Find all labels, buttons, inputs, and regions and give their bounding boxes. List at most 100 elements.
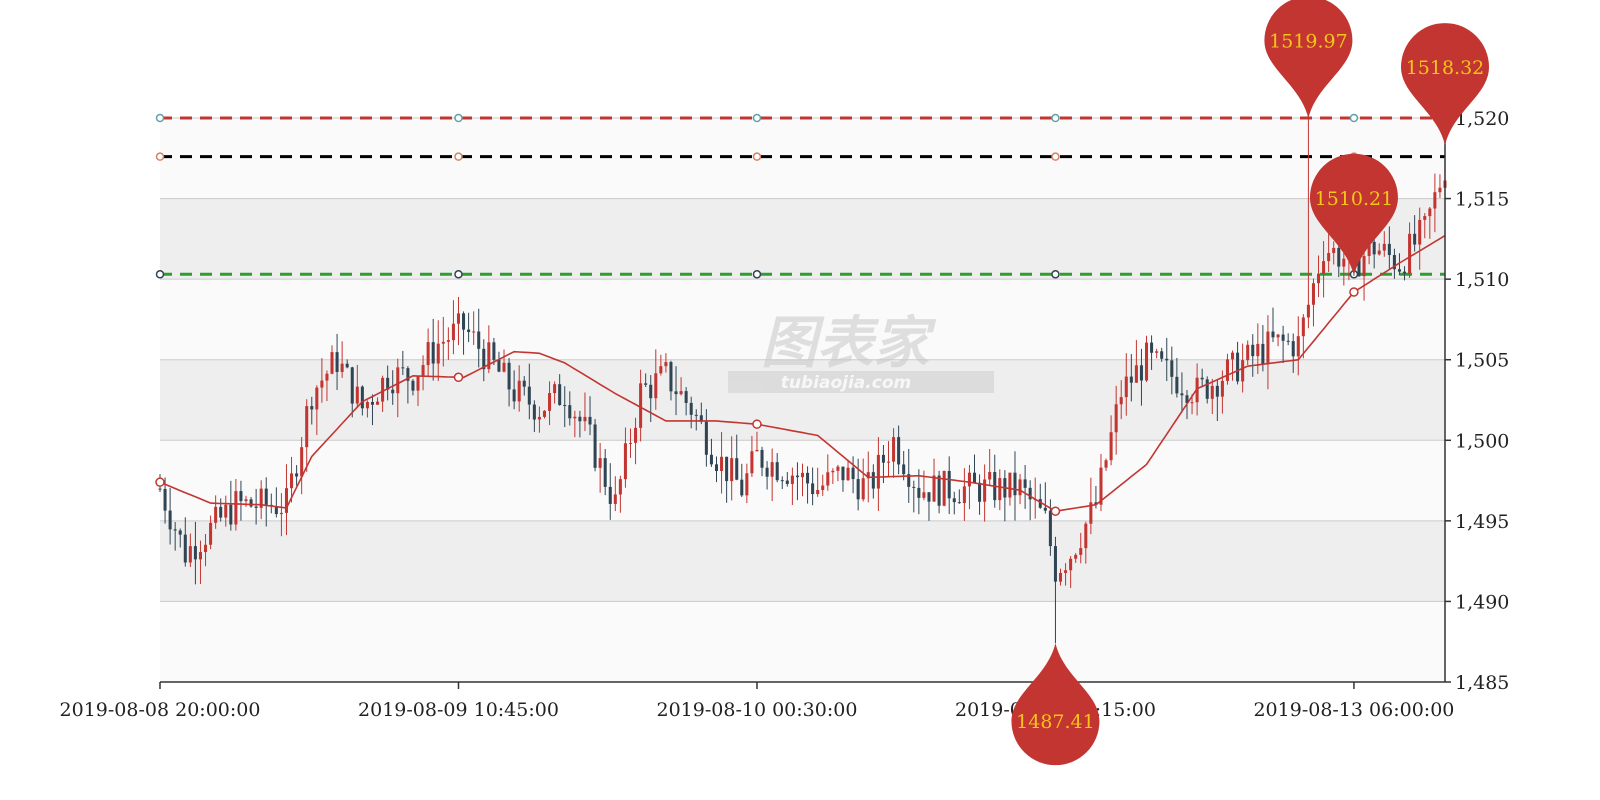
candle-body bbox=[1337, 247, 1341, 267]
mark-line-dot bbox=[155, 270, 165, 279]
mark-line-dot bbox=[752, 113, 762, 123]
candle-body bbox=[725, 456, 729, 482]
candle-body bbox=[1139, 365, 1143, 381]
candle-body bbox=[907, 474, 911, 487]
candle-body bbox=[1114, 404, 1118, 433]
candle-body bbox=[861, 478, 865, 500]
x-tick-label: 2019-08-13 06:00:00 bbox=[1253, 699, 1454, 721]
candle-body bbox=[866, 472, 870, 479]
moving-average-dot bbox=[1349, 287, 1359, 297]
candle-body bbox=[831, 470, 835, 473]
y-tick-label: 1,505 bbox=[1455, 350, 1509, 372]
watermark-sub: tubiaojia.com bbox=[781, 373, 911, 393]
candle-body bbox=[209, 522, 213, 545]
candle-body bbox=[735, 458, 739, 480]
y-tick-label: 1,515 bbox=[1455, 189, 1509, 211]
candle-body bbox=[1403, 271, 1407, 274]
candle-body bbox=[512, 389, 516, 402]
y-tick-label: 1,520 bbox=[1455, 108, 1509, 130]
x-tick-label: 2019-08-09 10:45:00 bbox=[358, 699, 559, 721]
candle-body bbox=[229, 504, 233, 525]
candle-body bbox=[1205, 379, 1209, 399]
candle-body bbox=[431, 342, 435, 364]
y-tick-label: 1,500 bbox=[1455, 430, 1509, 452]
candle-body bbox=[957, 502, 961, 504]
candle-body bbox=[1104, 460, 1108, 468]
candle-body bbox=[1094, 502, 1098, 505]
candle-body bbox=[168, 510, 172, 530]
candle-body bbox=[502, 362, 506, 372]
candle-body bbox=[193, 546, 197, 560]
candle-body bbox=[745, 473, 749, 496]
candle-body bbox=[279, 512, 283, 515]
candle-body bbox=[1438, 187, 1442, 193]
candle-body bbox=[188, 546, 192, 563]
mark-point-label: 1518.32 bbox=[1406, 57, 1485, 79]
candle-body bbox=[1038, 499, 1042, 508]
candle-body bbox=[527, 386, 531, 405]
watermark-main: 图表家 bbox=[761, 311, 937, 376]
candle-body bbox=[826, 472, 830, 486]
candle-body bbox=[1236, 352, 1240, 382]
candle-body bbox=[345, 363, 349, 368]
candle-body bbox=[335, 352, 339, 372]
y-tick-label: 1,495 bbox=[1455, 511, 1509, 533]
candle-body bbox=[1119, 397, 1123, 405]
candle-body bbox=[664, 362, 668, 367]
candle-body bbox=[1311, 283, 1315, 305]
candle-body bbox=[406, 368, 410, 381]
candle-body bbox=[1327, 253, 1331, 262]
candle-body bbox=[760, 449, 764, 468]
candle-body bbox=[846, 467, 850, 481]
mark-points: 1519.97 1518.32 1510.21 1487.41 bbox=[1011, 0, 1489, 766]
candle-body bbox=[315, 387, 319, 410]
candle-body bbox=[937, 475, 941, 506]
candle-body bbox=[689, 402, 693, 415]
candle-body bbox=[1124, 376, 1128, 398]
candle-body bbox=[158, 488, 162, 490]
candle-body bbox=[386, 377, 390, 390]
candle-body bbox=[1231, 352, 1235, 360]
candle-body bbox=[1276, 334, 1280, 338]
candle-body bbox=[922, 492, 926, 498]
candle-body bbox=[421, 365, 425, 377]
candle-body bbox=[204, 544, 208, 553]
mark-line-dot bbox=[454, 270, 463, 279]
mark-point-shape bbox=[1401, 23, 1489, 146]
candle-body bbox=[978, 482, 982, 502]
candle-body bbox=[669, 362, 673, 392]
candle-body bbox=[355, 386, 359, 404]
candle-body bbox=[952, 498, 956, 503]
candle-body bbox=[962, 486, 966, 504]
candle-body bbox=[806, 472, 810, 484]
candle-body bbox=[1251, 344, 1255, 357]
candle-body bbox=[219, 506, 223, 518]
mark-point-pin: 1487.41 bbox=[1011, 643, 1100, 766]
candle-body bbox=[1382, 243, 1386, 251]
moving-average-dot bbox=[155, 477, 165, 487]
candle-body bbox=[558, 384, 562, 405]
candle-body bbox=[1180, 393, 1184, 396]
candle-body bbox=[198, 552, 202, 560]
candle-body bbox=[472, 331, 476, 333]
moving-average-dots bbox=[155, 287, 1359, 516]
candle-body bbox=[563, 404, 567, 406]
moving-average-line bbox=[159, 234, 1446, 513]
candle-body bbox=[1165, 358, 1169, 361]
candle-body bbox=[568, 405, 572, 419]
candle-body bbox=[183, 534, 187, 563]
split-area-band bbox=[160, 279, 1445, 360]
candle-body bbox=[851, 467, 855, 480]
watermark: 图表家 tubiaojia.com bbox=[728, 311, 994, 393]
candle-body bbox=[1281, 334, 1285, 341]
candle-body bbox=[259, 488, 263, 508]
candle-body bbox=[1322, 261, 1326, 274]
candle-body bbox=[892, 437, 896, 462]
candle-body bbox=[897, 437, 901, 465]
candle-body bbox=[441, 341, 445, 344]
x-axis-ticks: 2019-08-08 20:00:00 2019-08-09 10:45:00 20… bbox=[60, 682, 1454, 721]
candle-body bbox=[325, 373, 329, 381]
mark-line-dot bbox=[752, 152, 762, 161]
candle-body bbox=[482, 348, 486, 370]
